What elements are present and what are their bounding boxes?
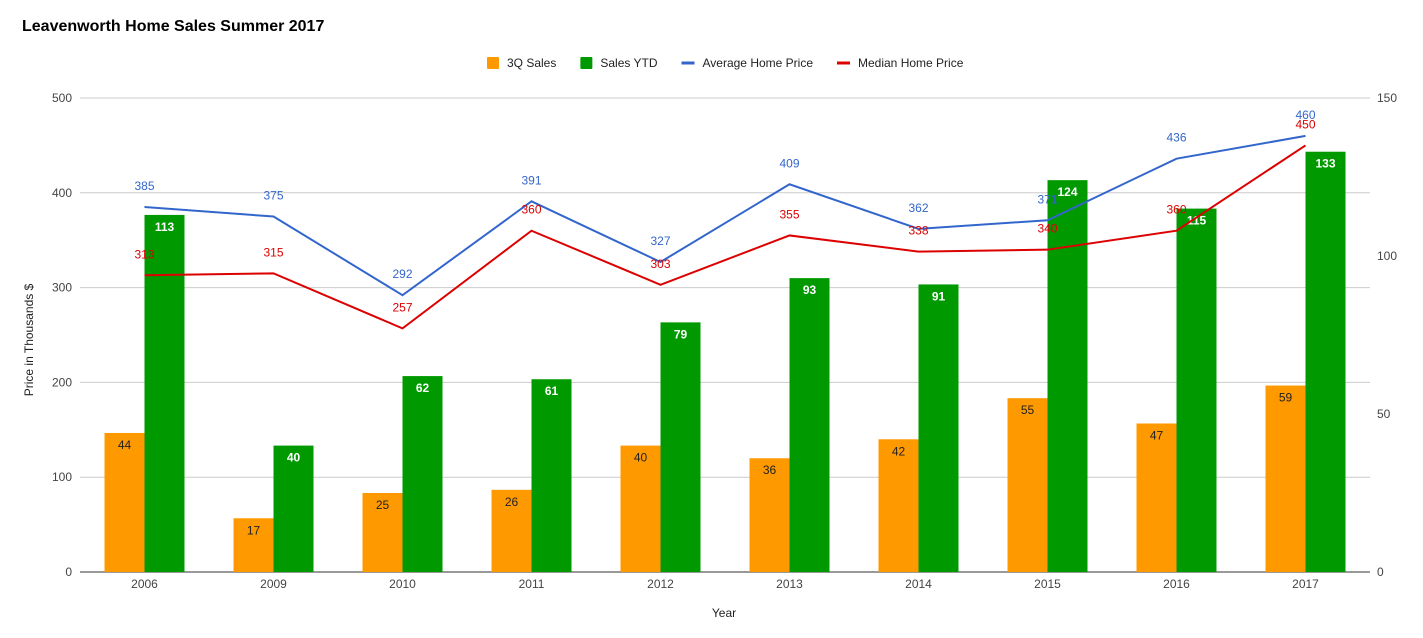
point-data-label: 313 bbox=[134, 247, 154, 261]
bar-3q-sales bbox=[233, 518, 274, 572]
point-data-label: 327 bbox=[650, 234, 670, 248]
bar-3q-sales bbox=[749, 458, 790, 572]
x-tick-label: 2010 bbox=[389, 577, 416, 591]
bar-sales-ytd bbox=[789, 278, 830, 572]
bar-data-label: 47 bbox=[1150, 428, 1164, 442]
bar-3q-sales bbox=[620, 445, 661, 572]
point-data-label: 450 bbox=[1295, 117, 1315, 131]
bar-sales-ytd bbox=[531, 379, 572, 572]
left-y-axis: 0 100 200 300 400 500 bbox=[52, 91, 72, 579]
bar-sales-ytd bbox=[1047, 180, 1088, 572]
line-series: 385 375 292 391 327 409 362 371 436 460 313 315 257 3… bbox=[134, 108, 1316, 330]
left-tick-label: 100 bbox=[52, 470, 72, 484]
right-y-axis: 0 50 100 150 bbox=[1377, 91, 1397, 579]
x-tick-label: 2015 bbox=[1034, 577, 1061, 591]
bar-data-label: 61 bbox=[545, 384, 559, 398]
bar-3q-sales bbox=[1136, 423, 1177, 572]
bar-3q-sales bbox=[1265, 385, 1306, 572]
right-tick-label: 100 bbox=[1377, 249, 1397, 263]
bar-data-label: 40 bbox=[634, 451, 648, 465]
right-tick-label: 150 bbox=[1377, 91, 1397, 105]
x-tick-label: 2006 bbox=[131, 577, 158, 591]
right-tick-label: 50 bbox=[1377, 407, 1391, 421]
point-data-label: 292 bbox=[392, 267, 412, 281]
x-axis: 2006 2009 2010 2011 2012 2013 2014 2015 2016 2017 bbox=[131, 577, 1319, 591]
left-tick-label: 0 bbox=[65, 565, 72, 579]
bar-sales-ytd bbox=[660, 322, 701, 572]
legend-swatch-sales-ytd bbox=[580, 57, 593, 69]
bar-data-label: 133 bbox=[1315, 157, 1335, 171]
bar-sales-ytd bbox=[1305, 151, 1346, 572]
left-tick-label: 300 bbox=[52, 281, 72, 295]
point-data-label: 385 bbox=[134, 179, 154, 193]
bar-data-label: 25 bbox=[376, 498, 390, 512]
bar-data-label: 36 bbox=[763, 463, 777, 477]
point-data-label: 257 bbox=[392, 300, 412, 314]
bar-data-label: 91 bbox=[932, 289, 946, 303]
x-tick-label: 2013 bbox=[776, 577, 803, 591]
point-data-label: 362 bbox=[908, 201, 928, 215]
legend: 3Q Sales Sales YTD Average Home Price Media… bbox=[487, 56, 964, 70]
line-median-home-price bbox=[144, 144, 1307, 330]
point-data-label: 303 bbox=[650, 257, 670, 271]
bar-sales-ytd bbox=[918, 284, 959, 572]
bar-series: 44 17 25 26 40 36 42 55 47 59 113 40 62 61 79 93 91 124 11… bbox=[104, 151, 1346, 573]
point-data-label: 391 bbox=[521, 173, 541, 187]
legend-label-median-home-price: Median Home Price bbox=[858, 56, 964, 70]
legend-label-average-home-price: Average Home Price bbox=[703, 56, 814, 70]
bar-data-label: 93 bbox=[803, 283, 817, 297]
legend-label-3q-sales: 3Q Sales bbox=[507, 56, 556, 70]
bar-data-label: 26 bbox=[505, 495, 519, 509]
point-data-label: 436 bbox=[1166, 131, 1186, 145]
point-data-label: 340 bbox=[1037, 222, 1057, 236]
bar-3q-sales bbox=[362, 493, 403, 572]
bar-data-label: 115 bbox=[1187, 214, 1207, 228]
left-tick-label: 400 bbox=[52, 186, 72, 200]
y-axis-title: Price in Thousands $ bbox=[22, 283, 36, 396]
bar-sales-ytd bbox=[273, 445, 314, 572]
bar-3q-sales bbox=[491, 489, 532, 572]
x-tick-label: 2017 bbox=[1292, 577, 1319, 591]
line-average-home-price bbox=[144, 134, 1306, 297]
bar-3q-sales bbox=[1007, 398, 1048, 572]
point-data-label: 315 bbox=[263, 245, 283, 259]
x-tick-label: 2014 bbox=[905, 577, 932, 591]
point-data-label: 360 bbox=[1166, 203, 1186, 217]
x-tick-label: 2012 bbox=[647, 577, 674, 591]
point-data-label: 460 bbox=[1295, 108, 1315, 122]
bar-data-label: 113 bbox=[155, 220, 175, 234]
bar-3q-sales bbox=[878, 439, 919, 572]
bar-3q-sales bbox=[104, 432, 145, 572]
bar-sales-ytd bbox=[402, 376, 443, 572]
point-data-label: 371 bbox=[1037, 192, 1057, 206]
bar-data-label: 124 bbox=[1057, 185, 1077, 199]
bar-data-label: 42 bbox=[892, 444, 906, 458]
x-tick-label: 2016 bbox=[1163, 577, 1190, 591]
point-data-label: 338 bbox=[908, 224, 928, 238]
bar-data-label: 55 bbox=[1021, 403, 1035, 417]
x-tick-label: 2011 bbox=[519, 577, 545, 591]
x-axis-title: Year bbox=[712, 606, 736, 620]
bar-data-label: 59 bbox=[1279, 391, 1293, 405]
left-tick-label: 500 bbox=[52, 91, 72, 105]
point-data-label: 360 bbox=[521, 203, 541, 217]
bar-data-label: 40 bbox=[287, 451, 301, 465]
chart-title: Leavenworth Home Sales Summer 2017 bbox=[22, 18, 325, 35]
bar-data-label: 44 bbox=[118, 438, 132, 452]
point-data-label: 375 bbox=[263, 189, 283, 203]
left-tick-label: 200 bbox=[52, 375, 72, 389]
bar-sales-ytd bbox=[1176, 208, 1217, 572]
x-tick-label: 2009 bbox=[260, 577, 287, 591]
legend-label-sales-ytd: Sales YTD bbox=[600, 56, 657, 70]
point-data-label: 409 bbox=[779, 156, 799, 170]
bar-data-label: 79 bbox=[674, 327, 688, 341]
bar-data-label: 62 bbox=[416, 381, 430, 395]
bar-data-label: 17 bbox=[247, 523, 261, 537]
bar-sales-ytd bbox=[144, 214, 185, 573]
point-data-label: 355 bbox=[779, 207, 799, 221]
legend-swatch-3q-sales bbox=[487, 57, 499, 69]
right-tick-label: 0 bbox=[1377, 565, 1384, 579]
